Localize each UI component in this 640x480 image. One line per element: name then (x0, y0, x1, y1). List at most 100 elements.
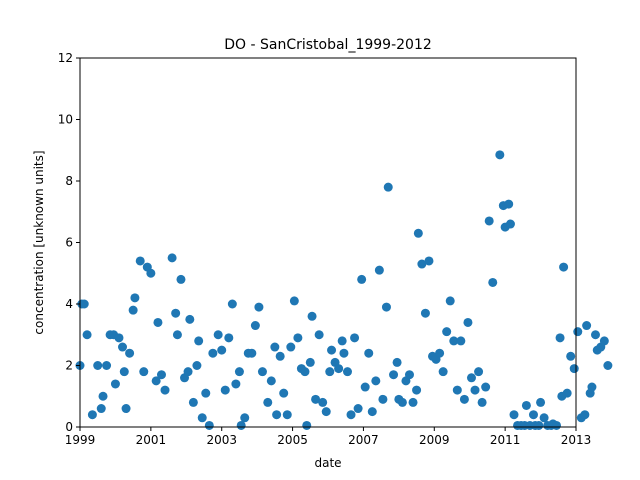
y-axis-ticks: 0 2 4 6 8 10 12 (58, 51, 80, 434)
data-point (224, 333, 234, 343)
data-point (282, 410, 292, 420)
data-point (424, 256, 434, 266)
data-point (364, 348, 374, 358)
data-point (420, 308, 430, 318)
data-point (438, 367, 448, 377)
y-tick-label: 8 (65, 174, 73, 188)
data-point (408, 397, 418, 407)
data-point (213, 330, 223, 340)
data-point (201, 388, 211, 398)
data-point (114, 333, 124, 343)
data-point (93, 361, 103, 370)
data-point (477, 397, 487, 407)
data-point (325, 367, 335, 377)
data-point (371, 376, 381, 386)
data-point (204, 420, 214, 430)
data-point (412, 385, 422, 395)
data-point (449, 336, 459, 346)
data-point (381, 302, 391, 312)
data-point (231, 379, 241, 389)
data-point (305, 357, 315, 367)
data-point (257, 367, 267, 377)
data-point (302, 420, 312, 430)
data-point (300, 367, 310, 377)
data-point (254, 302, 264, 312)
data-point (263, 397, 273, 407)
data-point (327, 345, 337, 355)
data-point (247, 348, 257, 358)
data-point (353, 404, 363, 414)
data-point (337, 336, 347, 346)
data-point (192, 361, 202, 370)
data-point (275, 351, 285, 361)
data-point (562, 388, 572, 398)
data-point (118, 342, 128, 352)
data-point (357, 274, 367, 284)
data-point (110, 379, 120, 389)
data-point (314, 330, 324, 340)
x-tick-label: 2009 (419, 433, 450, 447)
data-point (240, 413, 250, 423)
data-point (474, 367, 484, 377)
data-point (188, 397, 198, 407)
data-point (156, 370, 166, 380)
data-point (350, 333, 360, 343)
data-point (208, 348, 218, 358)
data-point (456, 336, 466, 346)
data-point (334, 364, 344, 374)
data-point (135, 256, 145, 266)
data-point (96, 404, 106, 414)
x-tick-label: 2005 (277, 433, 308, 447)
data-point (470, 385, 480, 395)
data-point (495, 150, 505, 160)
x-tick-label: 2011 (490, 433, 521, 447)
data-point (378, 394, 388, 404)
data-point (82, 330, 92, 340)
data-point (128, 305, 138, 315)
data-point (528, 410, 538, 420)
y-axis-label: concentration [unknown units] (32, 150, 46, 334)
data-point (573, 327, 583, 337)
data-point (311, 394, 321, 404)
data-point (445, 296, 455, 306)
data-point (442, 327, 452, 337)
y-tick-label: 2 (65, 359, 73, 373)
data-point (484, 216, 494, 226)
data-point (346, 410, 356, 420)
data-point (509, 410, 519, 420)
data-point (79, 299, 89, 309)
x-tick-label: 1999 (65, 433, 96, 447)
data-point (98, 391, 108, 401)
data-point (171, 308, 181, 318)
data-point (417, 259, 427, 269)
data-point (272, 410, 282, 420)
data-point (552, 420, 562, 430)
data-point (603, 361, 613, 370)
data-point (342, 367, 352, 377)
data-point (153, 317, 163, 327)
data-point (463, 317, 473, 327)
data-point (367, 407, 377, 417)
data-point (293, 333, 303, 343)
data-point (194, 336, 204, 346)
x-tick-label: 2003 (206, 433, 237, 447)
data-point (146, 268, 156, 278)
data-point (119, 367, 129, 377)
data-point (266, 376, 276, 386)
data-point (339, 348, 349, 358)
data-point (185, 314, 195, 324)
data-point (176, 274, 186, 284)
data-points (75, 150, 613, 430)
data-point (580, 410, 590, 420)
data-point (413, 228, 423, 238)
data-point (590, 330, 600, 340)
data-point (139, 367, 149, 377)
data-point (220, 385, 230, 395)
x-tick-label: 2007 (348, 433, 379, 447)
data-point (125, 348, 135, 358)
plot-area (80, 58, 576, 427)
data-point (397, 397, 407, 407)
data-point (452, 385, 462, 395)
x-tick-label: 2001 (136, 433, 167, 447)
